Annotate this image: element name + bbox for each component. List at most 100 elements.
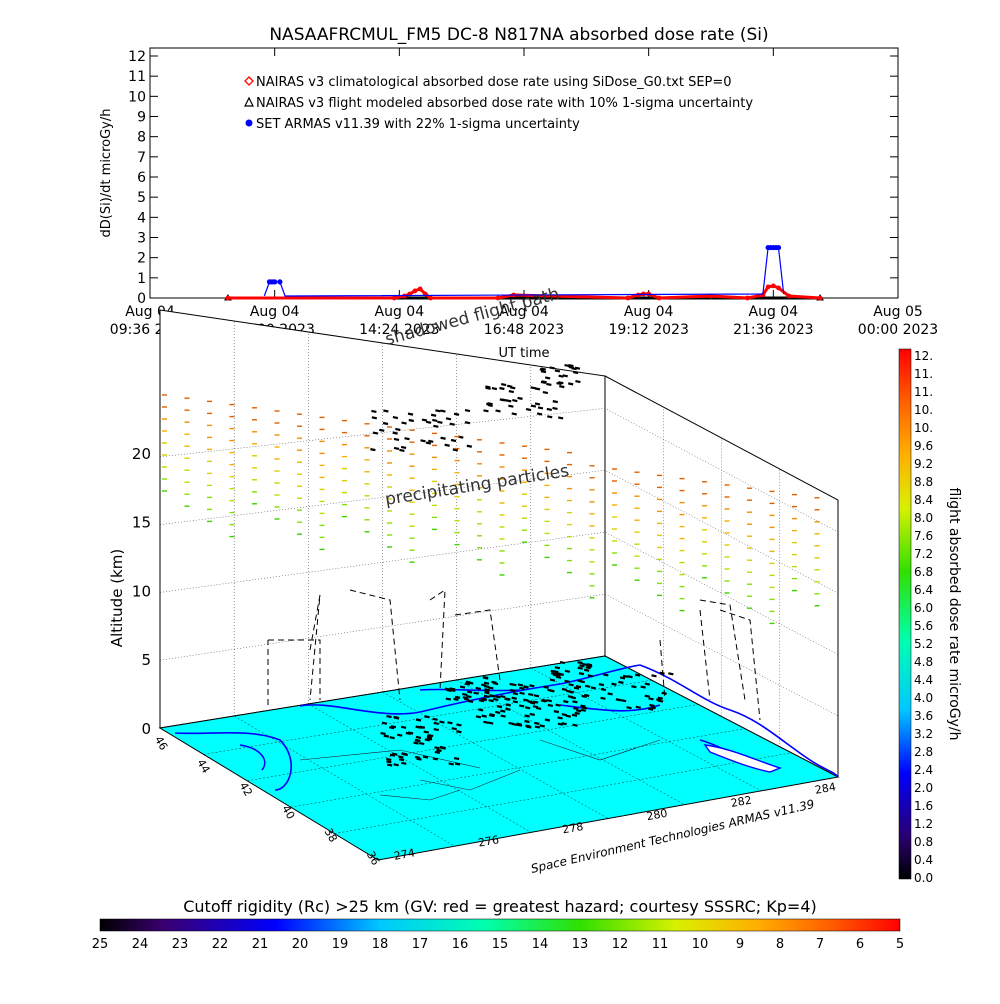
flight-path-dash [396, 733, 403, 737]
flight-path-dash [659, 671, 665, 675]
colorbar-tick-label: 9.2 [914, 457, 933, 471]
flight-path-dash [564, 679, 570, 683]
flight-track-outline [699, 599, 746, 701]
flight-path-dash [555, 703, 561, 707]
flight-path-dash [534, 721, 540, 725]
flight-path-dash [481, 683, 487, 687]
flight-path-dash [547, 703, 554, 708]
flight-path-dash [370, 448, 376, 452]
legend-symbol-triangle [244, 96, 254, 107]
flight-path-dash [564, 363, 570, 368]
flight-path-dash [572, 370, 579, 375]
cutoff-tick-label: 23 [172, 937, 189, 952]
flight-path-dash [565, 714, 572, 718]
cutoff-tick-label: 18 [372, 937, 389, 952]
flight-path-dash [439, 745, 446, 750]
flight-path-dash [508, 389, 515, 394]
flight-path-dash [484, 691, 490, 695]
flight-path-dash [398, 755, 404, 759]
flight-path-dash [529, 684, 535, 688]
flight-path-dash [464, 408, 471, 413]
flight-path-dash [454, 695, 461, 699]
coastline [639, 664, 839, 778]
flight-path-dash [434, 750, 441, 754]
flight-path-dash [573, 686, 580, 690]
flight-path-dash [453, 697, 459, 701]
flight-path-dash [571, 713, 578, 717]
cutoff-rigidity-colorbar: Cutoff rigidity (Rc) >25 km (GV: red = g… [92, 897, 904, 952]
floor-grid-line [456, 679, 685, 805]
cutoff-tick-label: 21 [252, 937, 269, 952]
flight-path-dash [650, 706, 656, 710]
flight-path-dash [496, 705, 503, 709]
dose-rate-colorbar: 12. 11. 11. 10. 10. 9.6 9.2 8.8 8.4 8.0 7.6 7.2 6.8 6… [898, 348, 962, 885]
flight-path-dash [478, 708, 484, 712]
flight-path-dash [488, 721, 494, 725]
flight-path-dash [580, 708, 586, 712]
flight-path-dash [627, 675, 633, 679]
cutoff-tick-label: 12 [612, 937, 629, 952]
flight-path-dash [564, 669, 571, 673]
flight-path-dash [574, 366, 581, 370]
flight-path-dash [519, 691, 525, 695]
x-axis-label: UT time [499, 346, 550, 361]
flight-track-outline [454, 609, 501, 681]
flight-path-dash [619, 676, 626, 680]
flight-path-dash [456, 723, 462, 727]
flight-path-dash [561, 687, 568, 692]
flight-path-dash [433, 721, 439, 725]
flight-path-dash [577, 661, 583, 665]
flight-path-dash [550, 672, 557, 676]
border-line [539, 739, 661, 761]
cutoff-tick-label: 15 [492, 937, 509, 952]
flight-path-dash [371, 409, 377, 414]
flight-path-dash [428, 734, 434, 738]
flight-path-dash [644, 694, 650, 698]
flight-path-dash [549, 678, 556, 682]
cutoff-tick-label: 20 [292, 937, 309, 952]
y-axis-label: dD(Si)/dt microGy/h [99, 109, 114, 238]
flight-path-dash [454, 762, 461, 766]
flight-path-dash [511, 696, 517, 700]
flight-path-dash [552, 400, 559, 404]
cutoff-tick-label: 19 [332, 937, 349, 952]
flight-path-dash [414, 738, 421, 742]
latitude-tick-label: 44 [194, 757, 212, 776]
colorbar-tick-label: 7.6 [914, 529, 933, 543]
cutoff-tick-label: 9 [736, 937, 744, 952]
flight-track-outline [659, 639, 666, 701]
flight-path-dash [532, 700, 539, 704]
latitude-tick-label: 46 [152, 734, 170, 753]
flight-path-dash [553, 670, 559, 674]
floor-grid-line [308, 703, 532, 833]
flight-path-dash [573, 706, 579, 711]
border-line [379, 789, 461, 801]
flight-path-dash [567, 382, 574, 386]
flight-path-dash [552, 406, 558, 411]
flight-path-dash [425, 441, 432, 445]
flight-path-dash [467, 699, 474, 704]
cutoff-tick-label: 10 [692, 937, 709, 952]
flight-path-dash [432, 717, 438, 721]
flight-path-dash [587, 674, 594, 678]
coastline [239, 744, 266, 771]
cutoff-tick-label: 17 [412, 937, 429, 952]
colorbar-tick-label: 2.8 [914, 745, 933, 759]
flight-path-dash [491, 386, 498, 391]
flight-path-dash [516, 722, 522, 726]
flight-path-dash [414, 755, 421, 760]
flight-path-dash [436, 748, 442, 752]
x-tick-label-time: 16:48 2023 [484, 322, 564, 338]
flight-path-dash [415, 735, 422, 740]
flight-path-dash [574, 711, 580, 715]
flight-path-dash [405, 731, 412, 735]
x-tick-label-date: Aug 04 [250, 304, 300, 320]
floor-grid-line [382, 691, 609, 819]
flight-path-dash [493, 697, 499, 702]
y-tick-label: 1 [137, 271, 146, 287]
flight-path-dash [421, 418, 428, 422]
flight-path-dash [600, 687, 607, 692]
flight-path-dash [524, 714, 530, 718]
flight-path-dash [512, 398, 518, 403]
flight-path-dash [626, 706, 632, 710]
